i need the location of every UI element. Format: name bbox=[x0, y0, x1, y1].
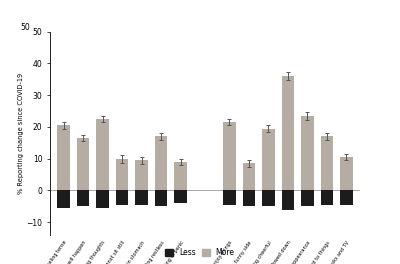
Legend: Less, More: Less, More bbox=[162, 245, 238, 260]
Bar bbox=[282, 76, 294, 191]
Bar bbox=[77, 191, 90, 206]
Bar bbox=[320, 136, 333, 191]
Bar bbox=[116, 159, 128, 191]
Bar bbox=[135, 160, 148, 191]
Bar bbox=[155, 136, 168, 191]
Bar bbox=[155, 191, 168, 206]
Bar bbox=[96, 119, 109, 191]
Bar bbox=[174, 162, 187, 191]
Bar bbox=[282, 191, 294, 210]
Bar bbox=[340, 191, 353, 205]
Bar bbox=[57, 125, 70, 191]
Bar bbox=[96, 191, 109, 208]
Bar bbox=[116, 191, 128, 205]
Bar bbox=[320, 191, 333, 205]
Bar bbox=[301, 116, 314, 191]
Bar bbox=[135, 191, 148, 205]
Bar bbox=[301, 191, 314, 206]
Bar bbox=[223, 122, 236, 191]
Bar bbox=[242, 191, 255, 206]
Bar bbox=[174, 191, 187, 203]
Bar bbox=[242, 163, 255, 191]
Bar bbox=[262, 129, 275, 191]
Bar bbox=[77, 138, 90, 191]
Bar bbox=[340, 157, 353, 191]
Y-axis label: % Reporting change since COVID-19: % Reporting change since COVID-19 bbox=[18, 73, 24, 194]
Text: 50: 50 bbox=[20, 23, 30, 32]
Bar bbox=[223, 191, 236, 205]
Bar bbox=[57, 191, 70, 208]
Bar bbox=[262, 191, 275, 206]
